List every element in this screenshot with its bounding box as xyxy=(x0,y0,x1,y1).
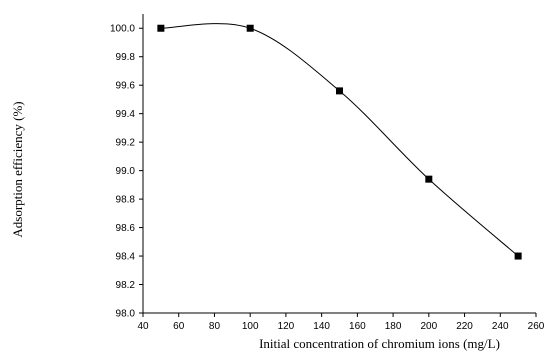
x-tick-label: 240 xyxy=(492,321,509,332)
series-markers xyxy=(157,24,522,260)
x-tick-label: 160 xyxy=(349,321,366,332)
y-axis-title: Adsorption efficiency (%) xyxy=(10,101,25,237)
y-tick-label: 99.0 xyxy=(116,166,136,177)
y-tick-label: 98.6 xyxy=(116,223,136,234)
data-point xyxy=(336,87,343,95)
x-tick-label: 120 xyxy=(278,321,295,332)
data-point xyxy=(157,24,165,32)
y-tick-label: 99.4 xyxy=(116,109,136,120)
x-tick-label: 40 xyxy=(137,321,149,332)
y-tick-label: 99.2 xyxy=(116,138,136,149)
y-tick-label: 99.8 xyxy=(116,52,136,63)
series-line xyxy=(160,23,519,257)
x-tick-label: 220 xyxy=(456,321,473,332)
y-tick-label: 98.0 xyxy=(116,309,136,320)
x-tick-label: 200 xyxy=(420,321,437,332)
x-tick-label: 100 xyxy=(242,321,259,332)
x-axis-title: Initial concentration of chromium ions (… xyxy=(259,336,500,351)
y-tick-label: 100.0 xyxy=(110,24,135,35)
x-tick-label: 80 xyxy=(209,321,221,332)
y-tick-label: 98.4 xyxy=(116,252,136,263)
data-point xyxy=(425,175,433,183)
y-axis: 98.0 98.2 98.4 98.6 98.8 99.0 99.2 99.4 99.6 99.8… xyxy=(110,24,143,320)
y-tick-label: 98.8 xyxy=(116,195,136,206)
x-tick-label: 140 xyxy=(313,321,330,332)
data-point xyxy=(514,252,522,260)
y-tick-label: 99.6 xyxy=(116,81,136,92)
x-tick-label: 260 xyxy=(528,321,545,332)
data-point xyxy=(246,24,254,32)
plot-frame xyxy=(142,14,536,314)
x-tick-label: 180 xyxy=(385,321,402,332)
y-tick-label: 98.2 xyxy=(116,280,136,291)
x-axis: 40 60 80 100 120 140 160 180 200 220 240 260 xyxy=(137,313,545,332)
x-tick-label: 60 xyxy=(173,321,185,332)
